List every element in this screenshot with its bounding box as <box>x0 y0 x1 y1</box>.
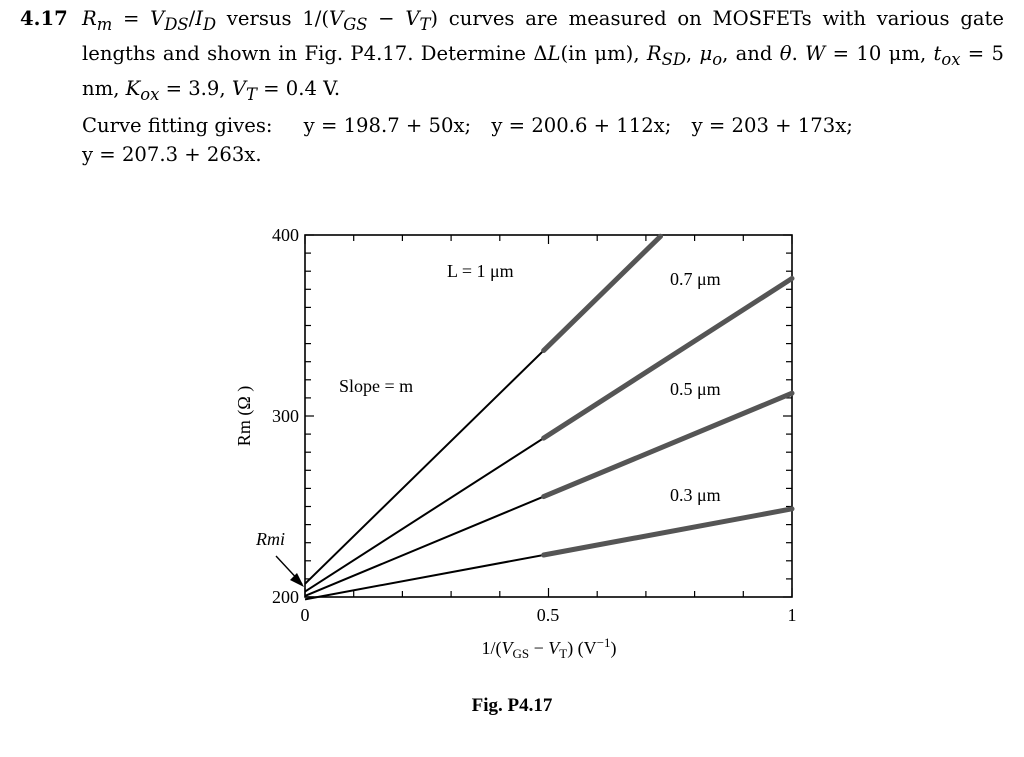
fit-equation-1: y = 198.7 + 50x; <box>303 113 472 137</box>
figure-caption: Fig. P4.17 <box>471 695 553 716</box>
axis-ticks <box>304 234 793 598</box>
fit-equation-3: y = 203 + 173x; <box>691 113 853 137</box>
series-label-1um: L = 1 μm <box>447 261 514 281</box>
rmi-annotation: Rmi <box>255 529 285 549</box>
y-tick-label: 200 <box>272 587 299 607</box>
rmi-arrowhead-icon <box>290 573 304 587</box>
series-lines <box>304 233 795 601</box>
curve-fit-results: Curve fitting gives: y = 198.7 + 50x; y … <box>82 111 1004 169</box>
series-label-0.7um: 0.7 μm <box>670 269 721 289</box>
measured-data-1 <box>541 275 795 441</box>
x-tick-label: 0.5 <box>537 605 560 625</box>
plot-frame <box>304 234 793 598</box>
x-tick-label: 0 <box>301 605 310 625</box>
measured-data-3 <box>541 506 795 558</box>
measured-data-0 <box>541 233 664 354</box>
fit-equation-4: y = 207.3 + 263x. <box>82 142 262 166</box>
series-label-0.3um: 0.3 μm <box>670 485 721 505</box>
y-axis-label: Rm (Ω ) <box>234 386 255 446</box>
fit-equation-2: y = 200.6 + 112x; <box>491 113 672 137</box>
y-axis-label-text: Rm (Ω ) <box>234 386 255 446</box>
y-tick-label: 300 <box>272 406 299 426</box>
problem-text: Rm = VDS/ID versus 1/(VGS − VT) curves a… <box>82 7 1005 104</box>
problem-number: 4.17 <box>20 7 68 30</box>
x-tick-label: 1 <box>788 605 797 625</box>
slope-annotation: Slope = m <box>339 376 413 396</box>
y-tick-label: 400 <box>272 225 299 245</box>
x-axis-label: 1/(VGS − VT) (V−1) <box>481 635 616 661</box>
measured-data-2 <box>541 390 795 500</box>
problem-statement: 4.17 Rm = VDS/ID versus 1/(VGS − VT) cur… <box>20 4 1004 169</box>
series-label-0.5um: 0.5 μm <box>670 379 721 399</box>
fit-intro: Curve fitting gives: <box>82 113 273 137</box>
